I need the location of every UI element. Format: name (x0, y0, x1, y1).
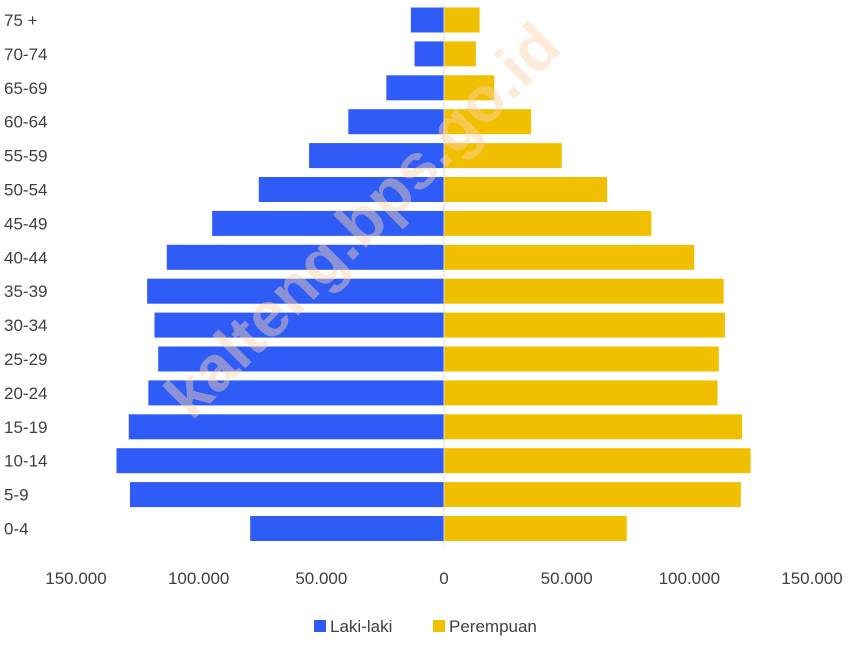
bar-female-0-4 (444, 516, 627, 541)
age-label-5-9: 5-9 (4, 486, 29, 505)
legend-swatch-male (314, 620, 326, 632)
x-tick-label: 100.000 (659, 569, 720, 588)
bar-male-15-19 (128, 414, 444, 440)
legend-label-female: Perempuan (449, 617, 537, 636)
x-tick-label: 50.000 (295, 569, 347, 588)
bar-female-75+ (444, 7, 480, 33)
bar-male-60-64 (348, 109, 444, 135)
x-tick-label: 100.000 (168, 569, 229, 588)
bar-female-15-19 (444, 414, 743, 440)
age-label-65-69: 65-69 (4, 79, 47, 98)
bar-male-75+ (410, 7, 444, 33)
age-label-45-49: 45-49 (4, 214, 47, 233)
bar-female-35-39 (444, 278, 724, 304)
bar-female-30-34 (444, 312, 725, 338)
bar-male-70-74 (414, 41, 444, 67)
bar-male-20-24 (148, 380, 444, 406)
bar-male-45-49 (212, 210, 444, 236)
x-tick-label: 150.000 (45, 569, 106, 588)
age-label-20-24: 20-24 (4, 384, 47, 403)
bar-male-65-69 (386, 75, 444, 101)
age-label-10-14: 10-14 (4, 452, 47, 471)
bar-female-50-54 (444, 177, 608, 202)
bar-male-55-59 (309, 143, 444, 169)
bar-male-10-14 (116, 448, 444, 474)
bar-male-35-39 (147, 278, 444, 304)
bar-male-30-34 (154, 312, 445, 338)
age-label-55-59: 55-59 (4, 147, 47, 166)
female-bars (444, 7, 751, 541)
age-label-30-34: 30-34 (4, 316, 47, 335)
bar-female-20-24 (444, 380, 718, 406)
age-label-25-29: 25-29 (4, 350, 47, 369)
age-group-labels: 0-4 5-9 10-14 15-19 20-24 25-29 30-34 35-39 40-4… (4, 11, 47, 539)
bar-female-5-9 (444, 482, 741, 508)
bar-female-45-49 (444, 210, 652, 236)
x-axis-tick-labels: 150.000 100.000 50.000 0 50.000 100.000 150.00… (45, 569, 842, 588)
age-label-40-44: 40-44 (4, 248, 47, 267)
legend-label-male: Laki-laki (330, 617, 392, 636)
bar-male-40-44 (166, 244, 445, 270)
age-label-15-19: 15-19 (4, 418, 47, 437)
bar-male-25-29 (158, 346, 445, 372)
bar-male-5-9 (129, 482, 444, 508)
bar-male-50-54 (258, 177, 444, 202)
bar-female-60-64 (444, 109, 532, 135)
x-tick-label: 50.000 (541, 569, 593, 588)
x-tick-label: 150.000 (781, 569, 842, 588)
x-tick-label: 0 (439, 569, 448, 588)
bar-female-65-69 (444, 75, 495, 101)
age-label-35-39: 35-39 (4, 282, 47, 301)
bar-female-70-74 (444, 41, 476, 67)
legend-swatch-female (433, 620, 445, 632)
age-label-50-54: 50-54 (4, 181, 47, 200)
male-bars (116, 7, 445, 541)
age-label-75+: 75 + (4, 11, 38, 30)
bar-male-0-4 (250, 516, 444, 541)
age-label-70-74: 70-74 (4, 45, 47, 64)
bar-female-55-59 (444, 143, 562, 169)
age-label-60-64: 60-64 (4, 113, 47, 132)
legend: Laki-laki Perempuan (314, 617, 537, 636)
bar-female-10-14 (444, 448, 751, 474)
bar-female-25-29 (444, 346, 719, 372)
bar-female-40-44 (444, 244, 695, 270)
age-label-0-4: 0-4 (4, 520, 29, 539)
